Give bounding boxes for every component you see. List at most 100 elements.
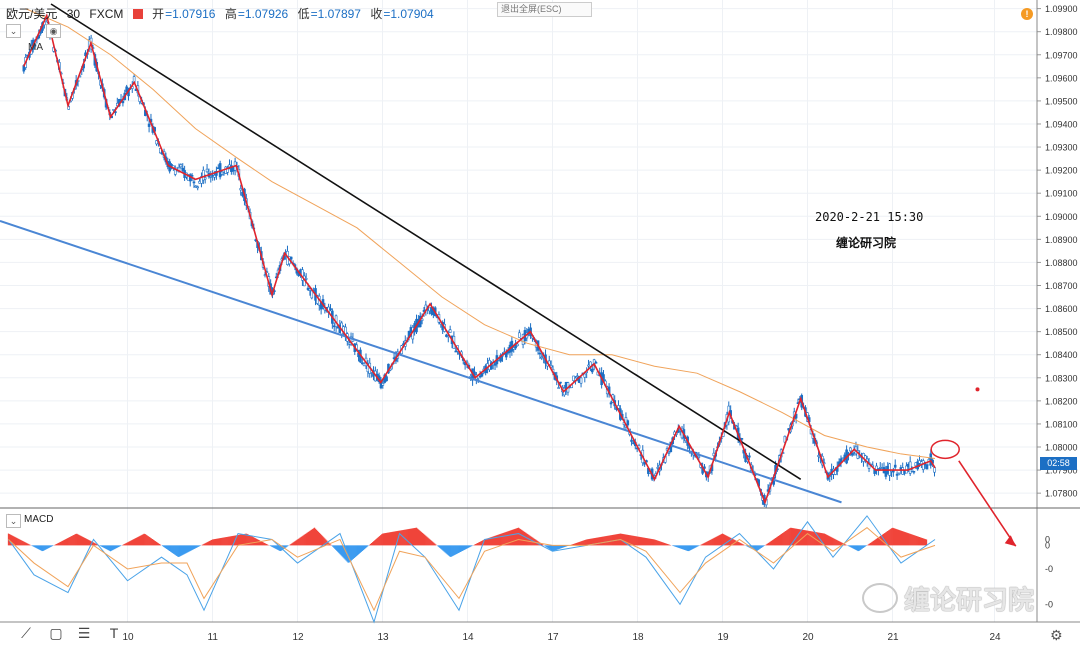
forecast-arrow <box>958 460 1017 547</box>
price-tick-label: 1.09300 <box>1045 143 1078 153</box>
candle-body <box>579 377 583 384</box>
price-tick-label: 1.09100 <box>1045 189 1078 199</box>
price-tick-label: 1.09700 <box>1045 50 1078 60</box>
time-tick-label: 21 <box>888 632 900 643</box>
candle-body <box>834 470 837 475</box>
candle-body <box>196 186 200 189</box>
price-tick-label: 1.08600 <box>1045 304 1078 314</box>
price-tick-label: 1.08200 <box>1045 396 1078 406</box>
upper-trendline <box>50 3 802 480</box>
candle-body <box>121 100 125 104</box>
candle-body <box>304 278 308 280</box>
macd-tick-label: 0 <box>1045 534 1050 544</box>
candle-body <box>609 402 613 405</box>
wechat-icon <box>862 583 898 613</box>
zigzag-line <box>23 13 936 505</box>
candle-body <box>205 168 209 173</box>
chart-header: 欧元/美元 30 FXCM 开=1.07916 高=1.07926 低=1.07… <box>6 5 440 22</box>
high-value: =1.07926 <box>237 7 289 21</box>
text-tool-icon[interactable]: T <box>109 625 119 641</box>
candle-body <box>516 343 519 347</box>
candle-body <box>929 453 933 466</box>
time-tick-label: 24 <box>990 632 1002 643</box>
alert-icon[interactable]: ! <box>1021 8 1033 20</box>
lower-trendline <box>0 219 842 504</box>
candle-body <box>190 175 194 177</box>
macd-collapse-chevron-icon[interactable]: ⌄ <box>6 514 21 528</box>
time-tick-label: 20 <box>803 632 815 643</box>
candle-body <box>194 185 198 188</box>
price-tick-label: 1.09900 <box>1045 4 1078 14</box>
collapse-chevron-icon[interactable]: ⌄ <box>6 24 21 38</box>
price-tick-label: 1.07900 <box>1045 466 1078 476</box>
candle-body <box>226 167 229 173</box>
price-tick-label: 1.08700 <box>1045 281 1078 291</box>
annotations-layer <box>930 387 1017 547</box>
time-tick-label: 19 <box>718 632 730 643</box>
watermark-text: 缠论研习院 <box>904 585 1035 615</box>
candle-body <box>893 464 897 468</box>
candle-body <box>667 452 671 454</box>
symbol-label[interactable]: 欧元/美元 <box>6 7 58 21</box>
candle-body <box>385 376 388 382</box>
time-tick-label: 12 <box>293 632 305 643</box>
rectangle-tool-icon[interactable]: ▢ <box>49 625 63 641</box>
trendline-tool-icon[interactable]: ⟋ <box>21 625 31 641</box>
candle-body <box>908 461 912 474</box>
price-tick-label: 1.09800 <box>1045 27 1078 37</box>
status-square-icon <box>132 9 143 19</box>
close-label: 收 <box>370 7 383 21</box>
fib-tool-icon[interactable]: ☰ <box>77 625 91 641</box>
price-tick-label: 1.09500 <box>1045 96 1078 106</box>
candle-body <box>125 86 128 93</box>
settings-gear-icon[interactable]: ⚙ <box>1050 627 1063 643</box>
time-tick-label: 17 <box>548 632 560 643</box>
time-tick-label: 10 <box>123 632 135 643</box>
price-tick-label: 1.08400 <box>1045 350 1078 360</box>
price-tick-label: 1.08100 <box>1045 419 1078 429</box>
candle-body <box>897 473 901 476</box>
candle-body <box>192 181 196 184</box>
exit-fullscreen-button[interactable]: 退出全屏(ESC) <box>497 2 592 17</box>
highlight-circle <box>930 439 960 460</box>
open-label: 开 <box>152 7 165 21</box>
forecast-arrowhead <box>1004 535 1016 547</box>
candle-body <box>849 447 852 452</box>
candle-body <box>448 329 452 333</box>
candle-body <box>559 381 562 384</box>
price-tick-label: 1.08500 <box>1045 327 1078 337</box>
macd-tick-label: -0 <box>1045 599 1053 609</box>
grid <box>0 0 1037 622</box>
price-tick-label: 1.08800 <box>1045 258 1078 268</box>
candle-body <box>239 188 243 191</box>
price-tick-label: 1.09600 <box>1045 73 1078 83</box>
candle-body <box>589 361 592 367</box>
lines <box>0 3 936 505</box>
candle-body <box>203 177 207 180</box>
low-label: 低 <box>297 7 310 21</box>
interval-label[interactable]: 30 <box>66 7 81 21</box>
candle-body <box>381 383 385 386</box>
candle-body <box>626 420 630 426</box>
last-price-tag: 02:58 <box>1040 457 1077 470</box>
macd-label[interactable]: MACD <box>24 514 54 525</box>
annotation-datetime: 2020-2-21 15:30 <box>815 210 924 224</box>
candle-body <box>557 387 560 389</box>
eye-icon[interactable]: ◉ <box>46 24 61 38</box>
price-tick-label: 1.08000 <box>1045 443 1078 453</box>
macd-tick-label: 0 <box>1045 540 1050 550</box>
candle-body <box>910 469 914 472</box>
time-tick-label: 14 <box>463 632 475 643</box>
candle-body <box>213 174 216 178</box>
ma-label[interactable]: MA <box>28 42 43 53</box>
candle-body <box>925 464 929 470</box>
candle-body <box>892 470 895 473</box>
candle-body <box>583 373 587 378</box>
candle-body <box>329 308 332 311</box>
time-tick-label: 18 <box>633 632 645 643</box>
candle-body <box>538 352 542 355</box>
candle-body <box>480 373 484 377</box>
